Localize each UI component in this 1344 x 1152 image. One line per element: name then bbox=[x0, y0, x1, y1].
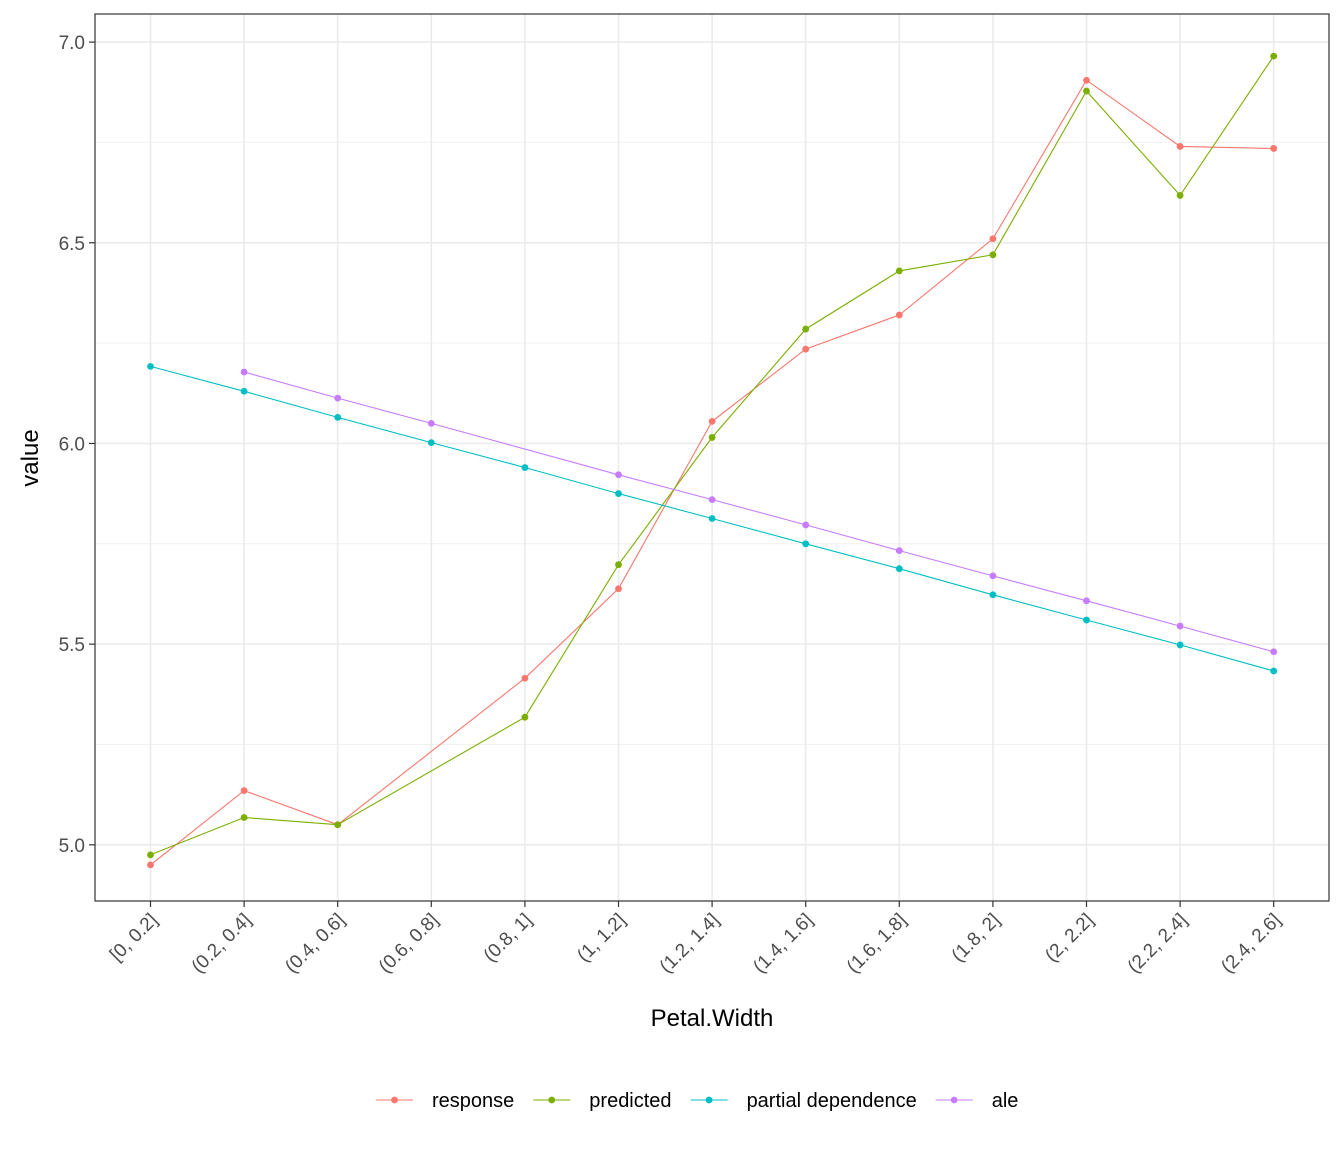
y-tick-label: 6.0 bbox=[59, 434, 85, 455]
data-point-predicted bbox=[1176, 192, 1184, 199]
data-point-ale bbox=[615, 471, 622, 479]
y-tick-label: 7.0 bbox=[59, 33, 85, 54]
data-point-partial-dependence bbox=[240, 387, 248, 395]
data-point-predicted bbox=[708, 434, 716, 441]
legend-item-partial-dependence: partial dependence bbox=[690, 1090, 917, 1112]
x-tick-label: (0.8, 1] bbox=[480, 910, 537, 967]
data-point-ale bbox=[427, 419, 435, 427]
data-point-ale bbox=[1176, 622, 1184, 630]
data-point-partial-dependence bbox=[802, 540, 810, 548]
x-tick-label: (1.8, 2] bbox=[948, 910, 1005, 967]
grid-lines bbox=[95, 14, 1329, 901]
x-tick-label: (2.4, 2.6] bbox=[1217, 910, 1285, 978]
data-point-response bbox=[895, 311, 903, 319]
data-point-predicted bbox=[989, 251, 997, 259]
legend-label-partial-dependence: partial dependence bbox=[747, 1090, 917, 1112]
y-axis-title: value bbox=[17, 429, 44, 486]
data-point-ale bbox=[708, 496, 716, 504]
data-point-response bbox=[1176, 143, 1184, 150]
legend-label-response: response bbox=[432, 1090, 514, 1112]
data-point-partial-dependence bbox=[1270, 667, 1278, 675]
data-point-ale bbox=[989, 572, 997, 580]
legend-marker-predicted bbox=[548, 1096, 556, 1104]
legend-label-predicted: predicted bbox=[589, 1090, 671, 1112]
data-point-predicted bbox=[521, 713, 529, 721]
series-predicted bbox=[147, 52, 1278, 859]
series-line-response bbox=[150, 79, 1274, 866]
data-point-predicted bbox=[895, 267, 903, 275]
x-tick-label: (0.4, 0.6] bbox=[281, 910, 349, 978]
data-point-partial-dependence bbox=[708, 515, 716, 522]
legend: response predicted partial dependence ale bbox=[376, 1090, 1018, 1112]
y-tick-label: 5.5 bbox=[59, 635, 85, 656]
data-point-response bbox=[989, 235, 997, 243]
data-point-partial-dependence bbox=[147, 362, 154, 370]
legend-item-ale: ale bbox=[935, 1090, 1019, 1112]
data-point-response bbox=[240, 787, 248, 795]
data-point-ale bbox=[240, 368, 248, 376]
data-point-partial-dependence bbox=[1176, 641, 1184, 649]
x-tick-label: (2, 2.2] bbox=[1041, 910, 1098, 967]
data-point-partial-dependence bbox=[521, 464, 529, 471]
data-point-response bbox=[147, 861, 154, 869]
x-tick-label: (2.2, 2.4] bbox=[1124, 910, 1192, 978]
data-point-response bbox=[615, 585, 622, 593]
data-point-partial-dependence bbox=[427, 439, 435, 447]
data-point-partial-dependence bbox=[895, 565, 903, 573]
data-point-ale bbox=[895, 547, 903, 555]
x-axis-title: Petal.Width bbox=[651, 1005, 774, 1032]
x-tick-label: (0.2, 0.4] bbox=[188, 910, 256, 978]
series-partial-dependence bbox=[147, 362, 1278, 675]
legend-marker-partial-dependence bbox=[705, 1096, 713, 1104]
x-tick-label: (1.6, 1.8] bbox=[843, 910, 911, 978]
data-point-partial-dependence bbox=[1083, 616, 1090, 624]
x-tick-label: (1.2, 1.4] bbox=[656, 910, 724, 978]
x-tick-label: [0, 0.2] bbox=[106, 910, 162, 966]
y-tick-label: 5.0 bbox=[59, 836, 85, 857]
series-line-predicted bbox=[150, 55, 1275, 856]
data-point-ale bbox=[802, 521, 810, 529]
data-point-response bbox=[708, 417, 716, 425]
data-point-predicted bbox=[1270, 52, 1278, 60]
series-ale bbox=[240, 368, 1278, 656]
data-point-predicted bbox=[147, 851, 154, 859]
data-point-predicted bbox=[615, 561, 622, 569]
data-point-predicted bbox=[802, 325, 810, 333]
legend-item-response: response bbox=[376, 1090, 514, 1112]
legend-item-predicted: predicted bbox=[533, 1090, 672, 1112]
data-point-ale bbox=[334, 394, 342, 402]
legend-label-ale: ale bbox=[992, 1090, 1019, 1112]
data-point-response bbox=[1083, 76, 1090, 84]
x-tick-label: (0.6, 0.8] bbox=[375, 910, 443, 978]
y-tick-label: 6.5 bbox=[59, 234, 85, 255]
data-point-response bbox=[1270, 145, 1278, 152]
series-layer bbox=[147, 52, 1278, 869]
x-tick-label: (1.4, 1.6] bbox=[749, 910, 817, 978]
data-point-partial-dependence bbox=[989, 591, 997, 599]
data-point-ale bbox=[1270, 648, 1278, 656]
data-point-predicted bbox=[240, 814, 248, 821]
data-point-response bbox=[802, 345, 810, 353]
legend-marker-ale bbox=[950, 1096, 958, 1104]
data-point-predicted bbox=[1083, 87, 1090, 95]
data-point-ale bbox=[1083, 597, 1090, 605]
x-tick-label: (1, 1.2] bbox=[573, 910, 630, 967]
data-point-partial-dependence bbox=[615, 490, 622, 498]
data-point-predicted bbox=[334, 821, 342, 829]
data-point-response bbox=[521, 674, 529, 682]
data-point-partial-dependence bbox=[334, 413, 342, 421]
legend-marker-response bbox=[391, 1096, 398, 1104]
